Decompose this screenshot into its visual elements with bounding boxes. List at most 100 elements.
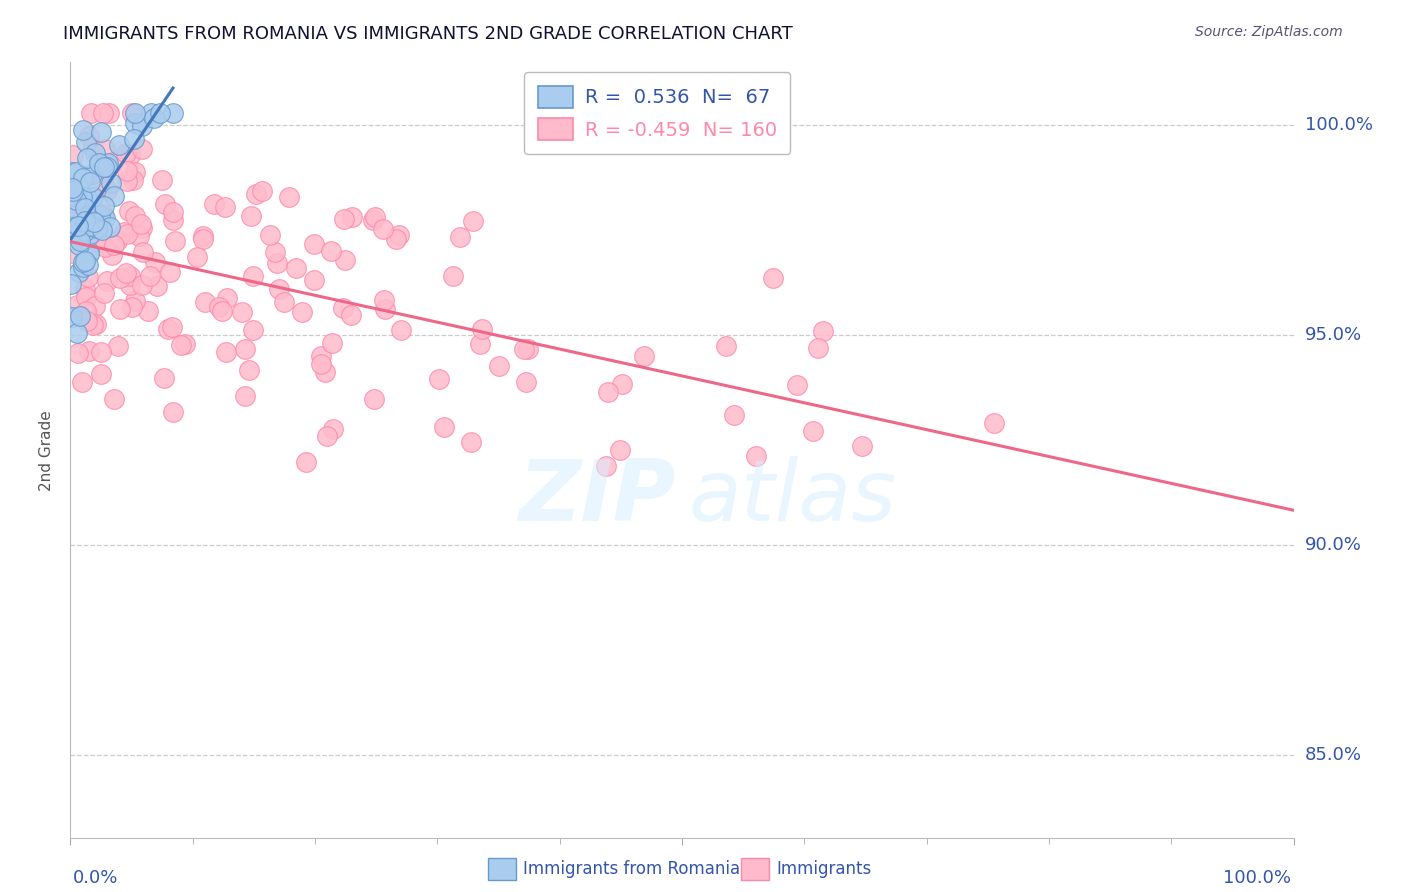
Point [233,389,256,403]
Point [72,255,94,269]
Point [76,270,98,285]
Point [250,184,273,198]
Point [745,449,768,463]
Point [115,266,138,280]
Point [273,295,295,310]
Point [598,384,620,399]
Point [60,181,83,195]
Point [79,175,101,189]
Point [124,210,146,224]
Point [470,337,492,351]
Point [340,211,363,225]
Point [82,318,104,332]
Point [66,227,89,241]
Point [96,161,118,175]
Point [76,197,98,211]
Point [983,416,1005,430]
Point [723,409,745,423]
Point [86,220,108,235]
Point [108,271,131,285]
Point [121,300,143,314]
Point [851,438,873,452]
Point [373,293,395,307]
Point [90,125,112,139]
Point [79,219,101,233]
Point [90,367,112,381]
Point [471,322,494,336]
Point [90,345,112,359]
Y-axis label: 2nd Grade: 2nd Grade [39,410,55,491]
Point [70,189,93,203]
Point [263,245,285,260]
Point [149,105,172,120]
Point [77,246,100,260]
Point [333,253,356,268]
Point [76,314,98,328]
Point [84,299,107,313]
Text: 100.0%: 100.0% [1305,116,1372,135]
Point [515,375,537,389]
Point [76,136,98,150]
Point [512,342,534,356]
Point [132,244,155,259]
Point [105,234,128,248]
Point [90,219,112,234]
Point [186,250,208,264]
Point [91,169,114,184]
Legend: R =  0.536  N=  67, R = -0.459  N= 160: R = 0.536 N= 67, R = -0.459 N= 160 [524,72,790,154]
Point [173,337,195,351]
Point [363,392,385,407]
Point [131,142,153,156]
Point [93,285,115,300]
Point [364,211,387,225]
Point [242,269,264,284]
Point [322,421,344,435]
Point [807,341,830,355]
Text: IMMIGRANTS FROM ROMANIA VS IMMIGRANTS 2ND GRADE CORRELATION CHART: IMMIGRANTS FROM ROMANIA VS IMMIGRANTS 2N… [63,25,793,43]
Point [165,234,187,248]
Point [278,189,301,203]
Point [266,256,288,270]
Point [131,120,153,134]
Point [77,129,100,144]
Point [208,300,231,314]
Point [762,270,785,285]
Point [87,180,110,194]
Point [75,224,97,238]
Point [73,213,96,227]
Point [75,304,97,318]
Point [340,308,363,322]
Point [143,112,166,126]
Text: 0.0%: 0.0% [73,869,118,887]
Point [76,215,98,229]
Point [612,376,634,391]
Point [124,294,146,309]
Text: Source: ZipAtlas.com: Source: ZipAtlas.com [1195,25,1343,39]
Point [94,211,117,226]
Point [77,219,100,234]
Point [194,294,217,309]
Point [811,324,834,338]
Point [385,232,408,246]
Point [69,234,91,248]
Point [115,174,138,188]
Point [82,190,104,204]
Point [488,359,510,373]
Point [595,458,617,473]
Point [103,392,125,406]
Point [79,105,101,120]
Text: ZIP: ZIP [519,456,676,539]
Point [314,365,336,379]
Point [170,337,193,351]
Point [69,214,91,228]
Point [62,184,84,198]
Point [94,240,117,254]
Point [60,219,83,233]
Point [67,193,90,207]
Point [374,301,396,316]
Point [97,156,120,170]
Point [118,277,141,292]
Point [202,196,225,211]
Point [77,344,100,359]
Point [162,105,184,120]
